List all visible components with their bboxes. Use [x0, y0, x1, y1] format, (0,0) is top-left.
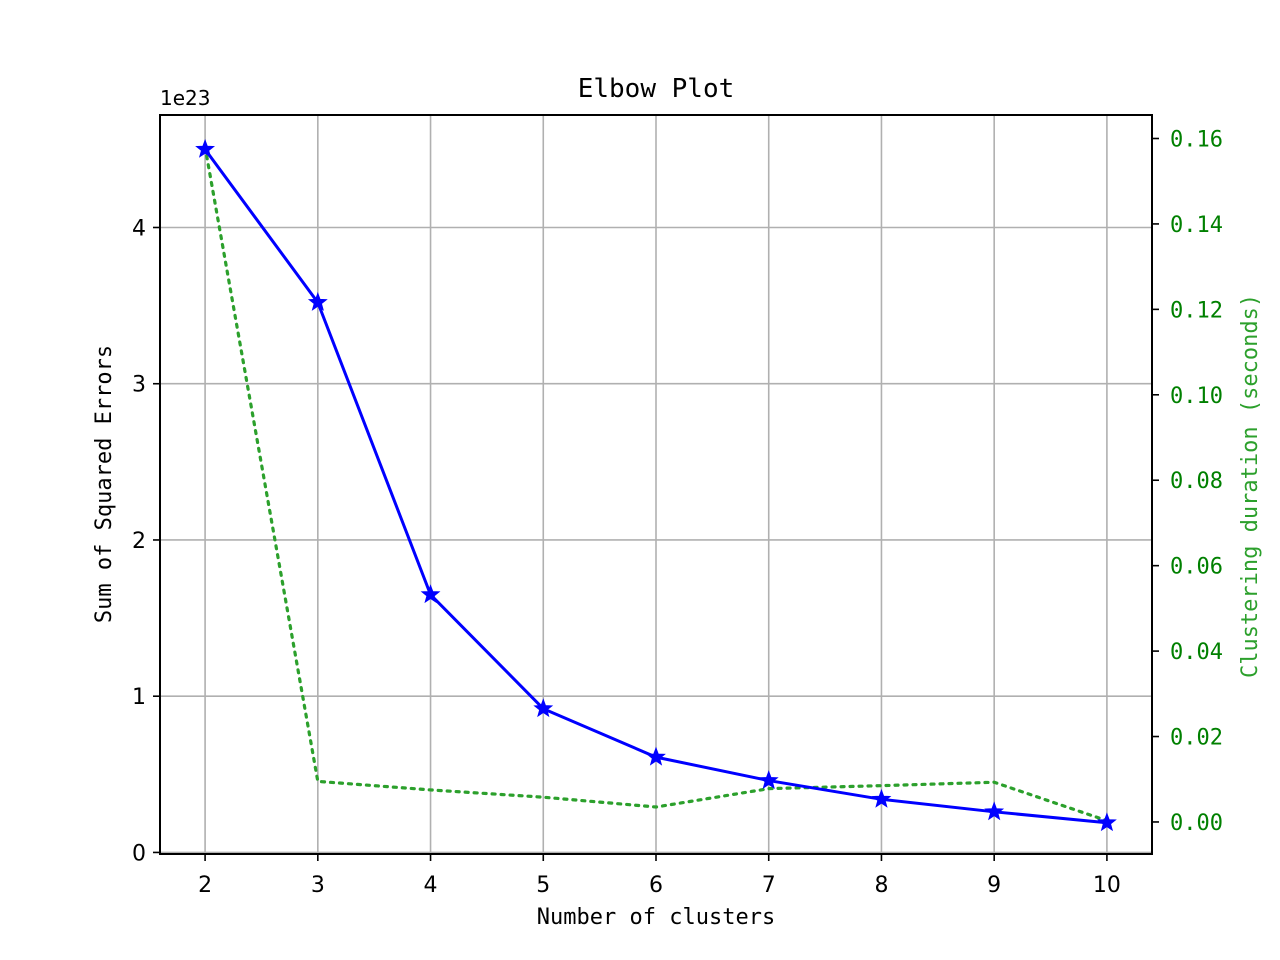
x-tick-label: 6 — [649, 873, 663, 898]
left-y-tick-label: 4 — [132, 216, 146, 241]
sse-series — [195, 138, 1117, 832]
right-y-axis-label: Clustering duration (seconds) — [1238, 294, 1263, 678]
grid-lines — [160, 115, 1152, 854]
x-axis-label: Number of clusters — [537, 905, 775, 930]
x-tick-label: 2 — [198, 873, 212, 898]
sse-point — [195, 138, 216, 158]
left-y-tick-label: 1 — [132, 685, 146, 710]
duration-line — [203, 145, 1109, 823]
left-y-axis-label: Sum of Squared Errors — [92, 345, 117, 623]
chart-title: Elbow Plot — [578, 74, 735, 104]
x-tick-label: 8 — [874, 873, 888, 898]
sse-point — [420, 584, 441, 604]
left-y-axis-ticks: 0 1 2 3 4 — [132, 216, 160, 866]
x-axis-ticks: 2 3 4 5 6 7 8 9 10 — [198, 854, 1121, 898]
right-y-tick-label: 0.08 — [1170, 469, 1223, 494]
sse-point — [646, 746, 666, 766]
sse-point — [1096, 812, 1117, 832]
right-y-axis-ticks: 0.00 0.02 0.04 0.06 0.08 0.10 0.12 0.14 0.16 — [1152, 127, 1223, 836]
left-y-tick-label: 3 — [132, 373, 146, 398]
right-y-tick-label: 0.12 — [1170, 298, 1223, 323]
right-y-tick-label: 0.02 — [1170, 726, 1223, 751]
left-y-tick-label: 2 — [132, 529, 146, 554]
sse-point — [307, 292, 328, 311]
right-y-tick-label: 0.14 — [1170, 213, 1223, 238]
x-tick-label: 10 — [1093, 873, 1121, 898]
y-offset-label: 1e23 — [160, 86, 210, 110]
right-y-tick-label: 0.04 — [1170, 640, 1223, 665]
sse-point — [758, 770, 779, 790]
duration-series — [203, 145, 1109, 823]
right-y-tick-label: 0.10 — [1170, 384, 1223, 409]
x-tick-label: 3 — [311, 873, 325, 898]
x-tick-label: 4 — [424, 873, 438, 898]
sse-point — [871, 788, 892, 808]
x-tick-label: 9 — [987, 873, 1001, 898]
left-y-tick-label: 0 — [132, 841, 146, 866]
right-y-tick-label: 0.06 — [1170, 555, 1223, 580]
right-y-tick-label: 0.16 — [1170, 127, 1223, 152]
x-tick-label: 5 — [536, 873, 550, 898]
x-tick-label: 7 — [762, 873, 776, 898]
sse-point — [533, 698, 554, 718]
sse-point — [984, 801, 1005, 821]
right-y-tick-label: 0.00 — [1170, 811, 1223, 836]
